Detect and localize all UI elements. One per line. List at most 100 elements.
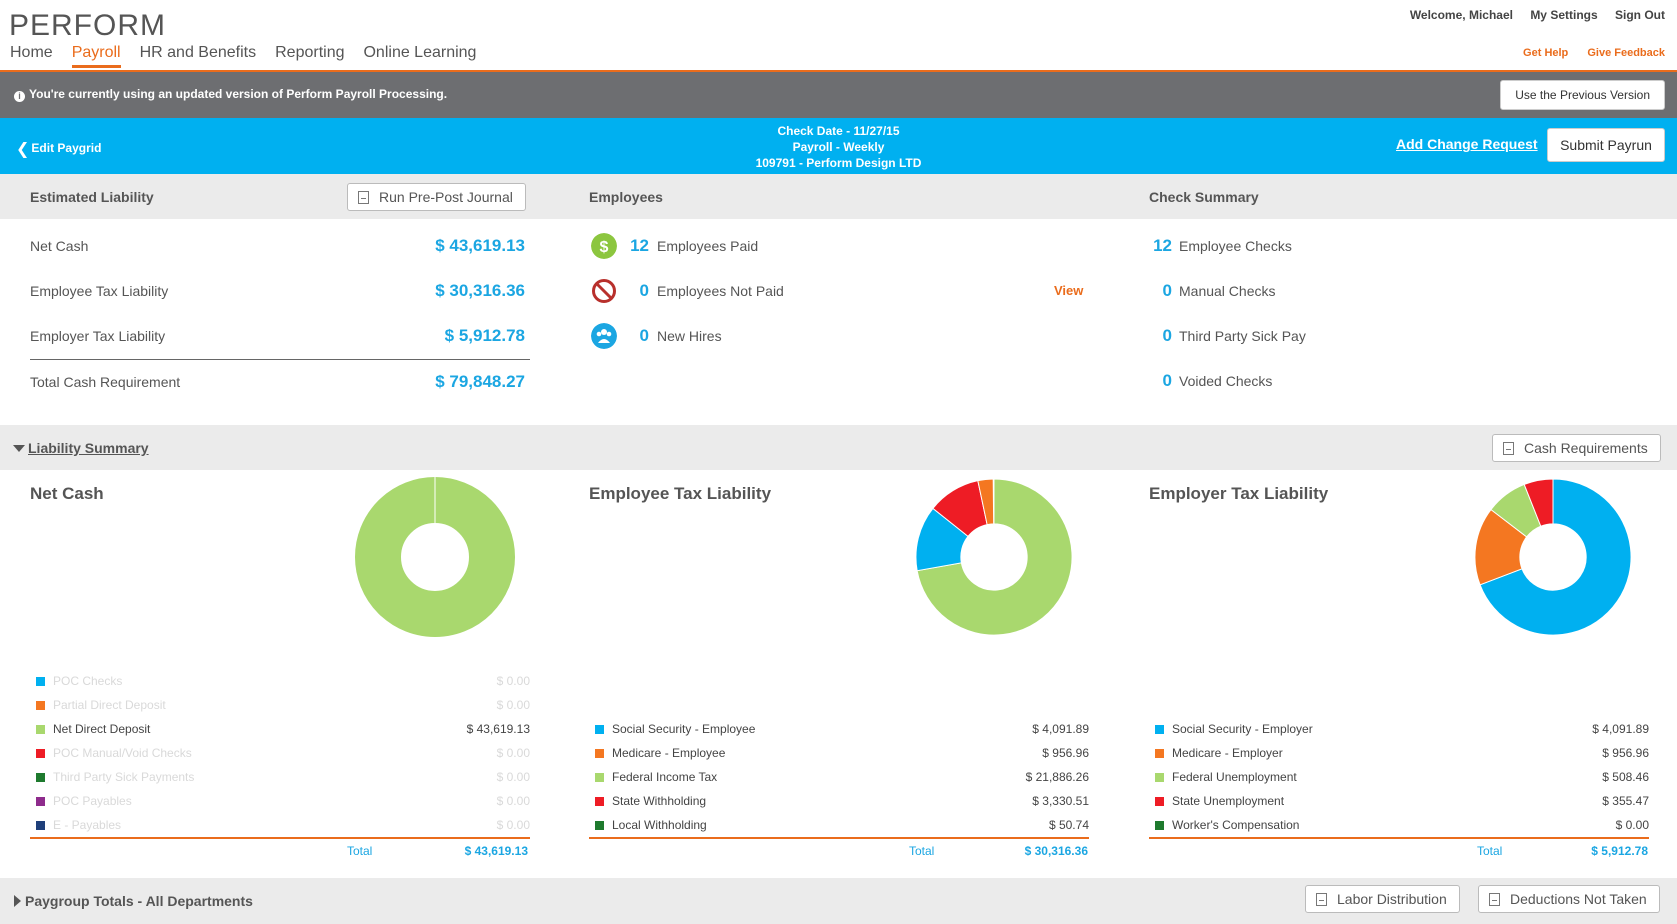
paygroup-totals-title: Paygroup Totals - All Departments	[25, 893, 253, 909]
legend-label: POC Checks	[53, 674, 123, 688]
employer-tax-total-divider	[1149, 837, 1649, 839]
run-pre-post-journal-label: Run Pre-Post Journal	[379, 189, 513, 205]
legend-value: $ 0.00	[496, 794, 530, 808]
donut-slice[interactable]	[916, 478, 1073, 636]
employer-tax-chart-title: Employer Tax Liability	[1149, 484, 1329, 503]
nav-tab-hr-benefits[interactable]: HR and Benefits	[139, 44, 257, 61]
perform-logo[interactable]: PERFORM	[9, 9, 166, 42]
cash-requirements-button[interactable]: Cash Requirements	[1492, 434, 1661, 462]
nav-tab-home[interactable]: Home	[10, 44, 53, 61]
manual-checks-label[interactable]: Manual Checks	[1179, 283, 1276, 299]
run-pre-post-journal-button[interactable]: Run Pre-Post Journal	[347, 183, 526, 211]
liability-summary-toggle[interactable]: Liability Summary	[13, 440, 149, 456]
new-hires-label[interactable]: New Hires	[657, 328, 722, 344]
my-settings-link[interactable]: My Settings	[1530, 8, 1598, 22]
labor-distribution-label: Labor Distribution	[1337, 891, 1447, 907]
employee-checks-count: 12	[1153, 236, 1172, 255]
legend-value: $ 43,619.13	[466, 722, 530, 736]
estimated-liability-title: Estimated Liability	[30, 189, 154, 205]
employees-not-paid-label[interactable]: Employees Not Paid	[657, 283, 784, 299]
manual-checks-count: 0	[1162, 281, 1172, 300]
employee-checks-label[interactable]: Employee Checks	[1179, 238, 1292, 254]
paygrid-bar: ❮ Edit Paygrid Check Date - 11/27/15 Payr…	[0, 118, 1677, 174]
donut-slice[interactable]	[977, 478, 995, 526]
cash-requirements-label: Cash Requirements	[1524, 440, 1648, 456]
company-name: 109791 - Perform Design LTD	[755, 156, 922, 170]
view-not-paid-link[interactable]: View	[1054, 283, 1084, 298]
legend-swatch	[36, 749, 45, 758]
third-party-sick-pay-label[interactable]: Third Party Sick Pay	[1179, 328, 1306, 344]
payroll-frequency: Payroll - Weekly	[792, 140, 885, 154]
legend-label: State Unemployment	[1172, 794, 1285, 808]
employees-not-paid-count: 0	[639, 281, 649, 300]
employees-paid-label[interactable]: Employees Paid	[657, 238, 759, 254]
legend-value: $ 355.47	[1602, 794, 1649, 808]
total-cash-requirement-label: Total Cash Requirement	[30, 374, 181, 390]
deductions-not-taken-button[interactable]: Deductions Not Taken	[1478, 885, 1660, 913]
legend-value: $ 0.00	[496, 770, 530, 784]
paygroup-totals-toggle[interactable]: Paygroup Totals - All Departments	[14, 893, 253, 909]
net-cash-chart-title: Net Cash	[30, 484, 104, 503]
nav-tab-reporting[interactable]: Reporting	[275, 44, 345, 61]
legend-value: $ 21,886.26	[1025, 770, 1089, 784]
use-previous-version-button[interactable]: Use the Previous Version	[1500, 80, 1665, 110]
pdf-icon	[358, 190, 369, 204]
legend-label: State Withholding	[612, 794, 707, 808]
sign-out-link[interactable]: Sign Out	[1615, 8, 1665, 22]
legend-item: Federal Unemployment $ 508.46	[1149, 770, 1649, 794]
employee-tax-legend: Social Security - Employee $ 4,091.89 Medi…	[589, 722, 1089, 842]
employer-tax-total-value: $ 5,912.78	[1591, 844, 1648, 858]
donut-slice[interactable]	[1479, 478, 1632, 636]
legend-value: $ 3,330.51	[1032, 794, 1089, 808]
give-feedback-link[interactable]: Give Feedback	[1587, 47, 1665, 59]
summary-header: Estimated Liability Run Pre-Post Journal…	[0, 174, 1677, 219]
pdf-icon	[1489, 892, 1500, 906]
legend-item: Net Direct Deposit $ 43,619.13	[30, 722, 530, 746]
legend-item: Medicare - Employee $ 956.96	[589, 746, 1089, 770]
employees-paid-count: 12	[630, 236, 649, 255]
legend-item: Medicare - Employer $ 956.96	[1149, 746, 1649, 770]
get-help-link[interactable]: Get Help	[1523, 47, 1569, 59]
legend-swatch	[595, 797, 604, 806]
new-hires-count: 0	[639, 326, 649, 345]
legend-value: $ 0.00	[496, 674, 530, 688]
legend-swatch	[595, 773, 604, 782]
legend-swatch	[1155, 773, 1164, 782]
employer-tax-liability-label: Employer Tax Liability	[30, 328, 166, 344]
legend-item: Worker's Compensation $ 0.00	[1149, 818, 1649, 842]
legend-item: State Withholding $ 3,330.51	[589, 794, 1089, 818]
add-change-request-link[interactable]: Add Change Request	[1396, 136, 1538, 152]
legend-item: POC Checks $ 0.00	[30, 674, 530, 698]
liability-summary-header: Liability Summary Cash Requirements	[0, 425, 1677, 470]
legend-value: $ 508.46	[1602, 770, 1649, 784]
legend-swatch	[1155, 797, 1164, 806]
legend-item: Partial Direct Deposit $ 0.00	[30, 698, 530, 722]
nav-tab-online-learning[interactable]: Online Learning	[363, 44, 477, 61]
submit-payrun-button[interactable]: Submit Payrun	[1547, 128, 1665, 162]
donut-slice[interactable]	[1523, 478, 1554, 527]
people-icon	[591, 323, 617, 349]
notice-message: i You're currently using an updated versi…	[14, 87, 447, 102]
legend-swatch	[36, 821, 45, 830]
legend-swatch	[36, 677, 45, 686]
legend-label: Federal Unemployment	[1172, 770, 1297, 784]
chevron-left-icon: ❮	[16, 141, 30, 158]
net-cash-total-label: Total	[347, 844, 373, 858]
liability-summary-title: Liability Summary	[28, 440, 149, 456]
edit-paygrid-link[interactable]: ❮ Edit Paygrid	[16, 139, 101, 159]
svg-text:$: $	[600, 239, 609, 256]
legend-label: Partial Direct Deposit	[53, 698, 166, 712]
legend-item: Local Withholding $ 50.74	[589, 818, 1089, 842]
check-summary-title: Check Summary	[1149, 189, 1259, 205]
legend-value: $ 50.74	[1048, 818, 1089, 832]
labor-distribution-button[interactable]: Labor Distribution	[1305, 885, 1460, 913]
voided-checks-label[interactable]: Voided Checks	[1179, 373, 1273, 389]
legend-item: Federal Income Tax $ 21,886.26	[589, 770, 1089, 794]
info-icon: i	[14, 91, 25, 102]
legend-swatch	[36, 797, 45, 806]
net-cash-total-value: $ 43,619.13	[464, 844, 528, 858]
employee-tax-liability-label: Employee Tax Liability	[30, 283, 169, 299]
nav-tab-payroll[interactable]: Payroll	[71, 44, 121, 68]
pdf-icon	[1503, 441, 1514, 455]
legend-value: $ 956.96	[1602, 746, 1649, 760]
